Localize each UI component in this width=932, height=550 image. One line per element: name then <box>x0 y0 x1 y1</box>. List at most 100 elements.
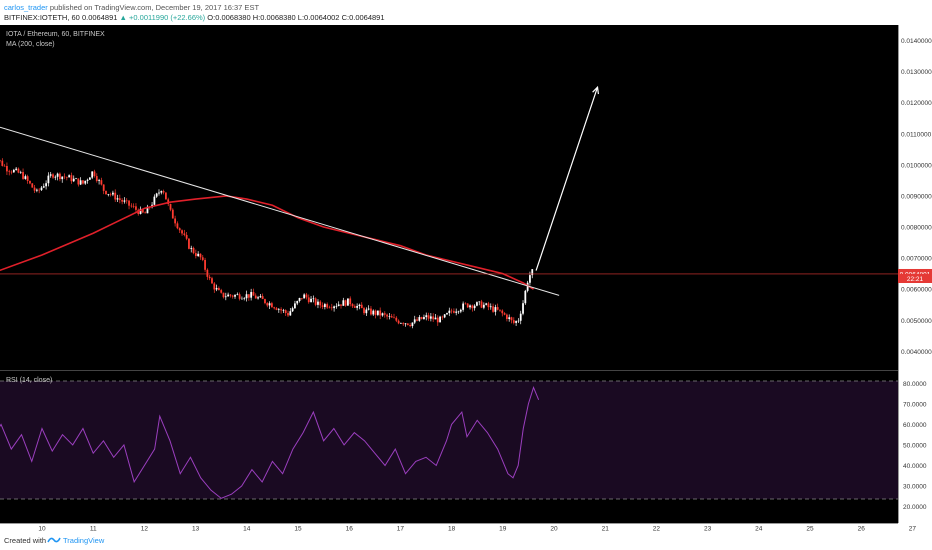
candle <box>201 255 204 262</box>
candle <box>19 170 22 174</box>
candle <box>250 288 253 301</box>
candle <box>455 308 458 316</box>
candle <box>245 290 248 302</box>
candle <box>487 301 490 311</box>
candle <box>38 188 41 194</box>
candle <box>107 193 110 197</box>
candle <box>252 288 255 296</box>
candle <box>510 316 513 324</box>
publisher-link[interactable]: carlos_trader <box>4 3 48 12</box>
candle <box>434 314 437 320</box>
tradingview-link[interactable]: TradingView <box>63 536 105 545</box>
candle <box>132 203 135 209</box>
candle <box>100 177 103 186</box>
candle <box>303 293 306 299</box>
candle <box>441 315 444 320</box>
svg-text:22:21: 22:21 <box>907 276 924 283</box>
candle <box>478 301 481 306</box>
candle <box>121 198 124 205</box>
candle <box>33 185 36 194</box>
time-tick-label: 14 <box>243 526 251 533</box>
price-pane[interactable] <box>0 25 898 370</box>
candle <box>63 173 66 180</box>
candle <box>123 197 126 204</box>
candle <box>466 303 469 308</box>
candle <box>473 304 476 311</box>
candle <box>328 305 331 309</box>
candle <box>29 180 31 185</box>
candle <box>45 180 47 190</box>
candle <box>300 297 303 301</box>
candle <box>236 292 239 296</box>
last-value: 0.0064891 <box>81 13 118 22</box>
price-tick-label: 0.0100000 <box>901 162 932 169</box>
time-tick-label: 16 <box>346 526 354 533</box>
time-tag: 22:21 <box>898 274 932 283</box>
candle <box>6 162 8 175</box>
candle <box>105 190 107 195</box>
candle <box>358 303 361 310</box>
candle <box>453 308 455 314</box>
time-tick-label: 26 <box>858 526 866 533</box>
candle <box>404 323 407 327</box>
candle <box>298 297 301 303</box>
candle <box>79 177 82 186</box>
candle <box>397 319 400 325</box>
trendline[interactable] <box>0 124 560 296</box>
candle <box>3 164 6 167</box>
candle <box>213 282 216 293</box>
chart-header: carlos_trader published on TradingView.c… <box>0 0 932 25</box>
candle <box>231 294 234 299</box>
candle <box>165 192 167 200</box>
candle <box>8 169 11 176</box>
time-tick-label: 22 <box>653 526 661 533</box>
candle <box>476 301 478 307</box>
candle <box>519 310 522 325</box>
candle <box>128 200 130 210</box>
candle <box>54 175 57 181</box>
candle <box>321 302 324 310</box>
candle <box>294 300 296 309</box>
projection-arrow[interactable] <box>535 85 599 271</box>
candle <box>22 168 24 180</box>
price-tick-label: 0.0140000 <box>901 38 932 45</box>
candle <box>326 302 329 309</box>
time-tick-label: 25 <box>806 526 814 533</box>
candle <box>82 180 84 185</box>
ohlc-values: O:0.0068380 H:0.0068380 L:0.0064002 C:0.… <box>207 13 385 22</box>
candle <box>501 309 504 317</box>
candle <box>17 167 20 174</box>
candle <box>125 198 128 204</box>
candle <box>59 172 61 182</box>
candle <box>241 296 243 300</box>
candle <box>224 292 227 301</box>
candle <box>93 169 96 178</box>
candle <box>12 168 15 173</box>
candle <box>372 309 375 316</box>
price-tick-label: 0.0130000 <box>901 69 932 76</box>
candle <box>282 308 285 314</box>
candle <box>247 294 250 301</box>
time-tick-label: 17 <box>397 526 405 533</box>
candle <box>406 323 409 326</box>
candle <box>351 303 354 309</box>
candle <box>259 293 262 298</box>
candle <box>114 189 117 202</box>
rsi-tick-label: 60.0000 <box>903 422 927 429</box>
change-value: ▲ +0.0011990 (+22.66%) <box>119 13 206 22</box>
candle <box>496 303 499 311</box>
candle <box>420 316 423 320</box>
candle <box>395 316 398 323</box>
candle <box>153 194 156 207</box>
price-tick-label: 0.0080000 <box>901 225 932 232</box>
rsi-tick-label: 70.0000 <box>903 401 927 408</box>
candle <box>194 249 197 259</box>
chart-canvas[interactable]: 0.0040000 0.0050000 0.0060000 0.0070000 0.00… <box>0 25 932 532</box>
candle <box>489 303 492 310</box>
candle <box>26 174 29 184</box>
candle <box>98 178 100 185</box>
candle <box>492 303 494 313</box>
candle <box>333 305 335 312</box>
candle <box>188 237 190 250</box>
rsi-tick-label: 30.0000 <box>903 484 927 491</box>
